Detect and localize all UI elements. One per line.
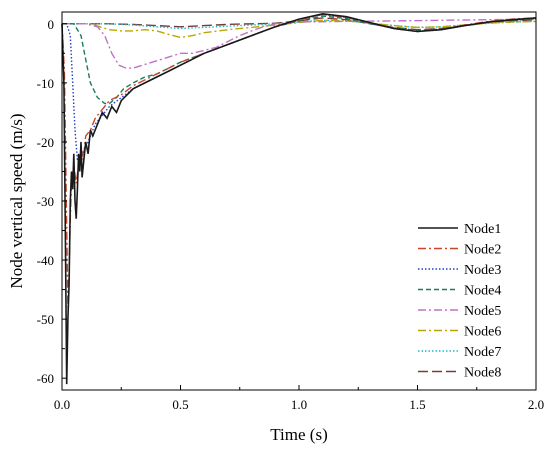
legend-label-node6: Node6 — [464, 325, 501, 340]
legend-label-node3: Node3 — [464, 263, 501, 278]
x-tick-label: 2.0 — [528, 397, 544, 412]
legend: Node1 Node2 Node3 Node4 Node5 Node6 Node7 Node8 — [418, 222, 501, 381]
legend-label-node5: Node5 — [464, 304, 501, 319]
y-tick-label: -20 — [37, 135, 54, 150]
legend-label-node4: Node4 — [464, 284, 501, 299]
series-line-node6 — [62, 19, 537, 39]
legend-label-node1: Node1 — [464, 222, 501, 237]
x-axis-title: Time (s) — [270, 425, 327, 444]
series-line-node5 — [62, 18, 537, 69]
y-tick-label: 0 — [48, 17, 55, 32]
y-tick-label: -40 — [37, 253, 54, 268]
axes-layer: 0.0 0.5 1.0 1.5 2.0 -60 -50 -40 -30 -20 -10 0 — [37, 17, 544, 412]
legend-label-node7: Node7 — [464, 345, 501, 360]
x-tick-label: 0.0 — [54, 397, 70, 412]
series-line-node1 — [61, 12, 537, 385]
x-tick-label: 0.5 — [172, 397, 188, 412]
y-axis-title: Node vertical speed (m/s) — [7, 113, 26, 288]
series-line-node4 — [62, 15, 537, 105]
series-line-node3 — [62, 13, 537, 169]
y-tick-label: -60 — [37, 371, 54, 386]
y-tick-label: -30 — [37, 194, 54, 209]
y-tick-label: -50 — [37, 312, 54, 327]
x-tick-label: 1.0 — [291, 397, 307, 412]
legend-label-node2: Node2 — [464, 243, 501, 258]
series-layer — [61, 12, 537, 385]
y-tick-label: -10 — [37, 76, 54, 91]
legend-label-node8: Node8 — [464, 366, 501, 381]
x-tick-label: 1.5 — [409, 397, 425, 412]
